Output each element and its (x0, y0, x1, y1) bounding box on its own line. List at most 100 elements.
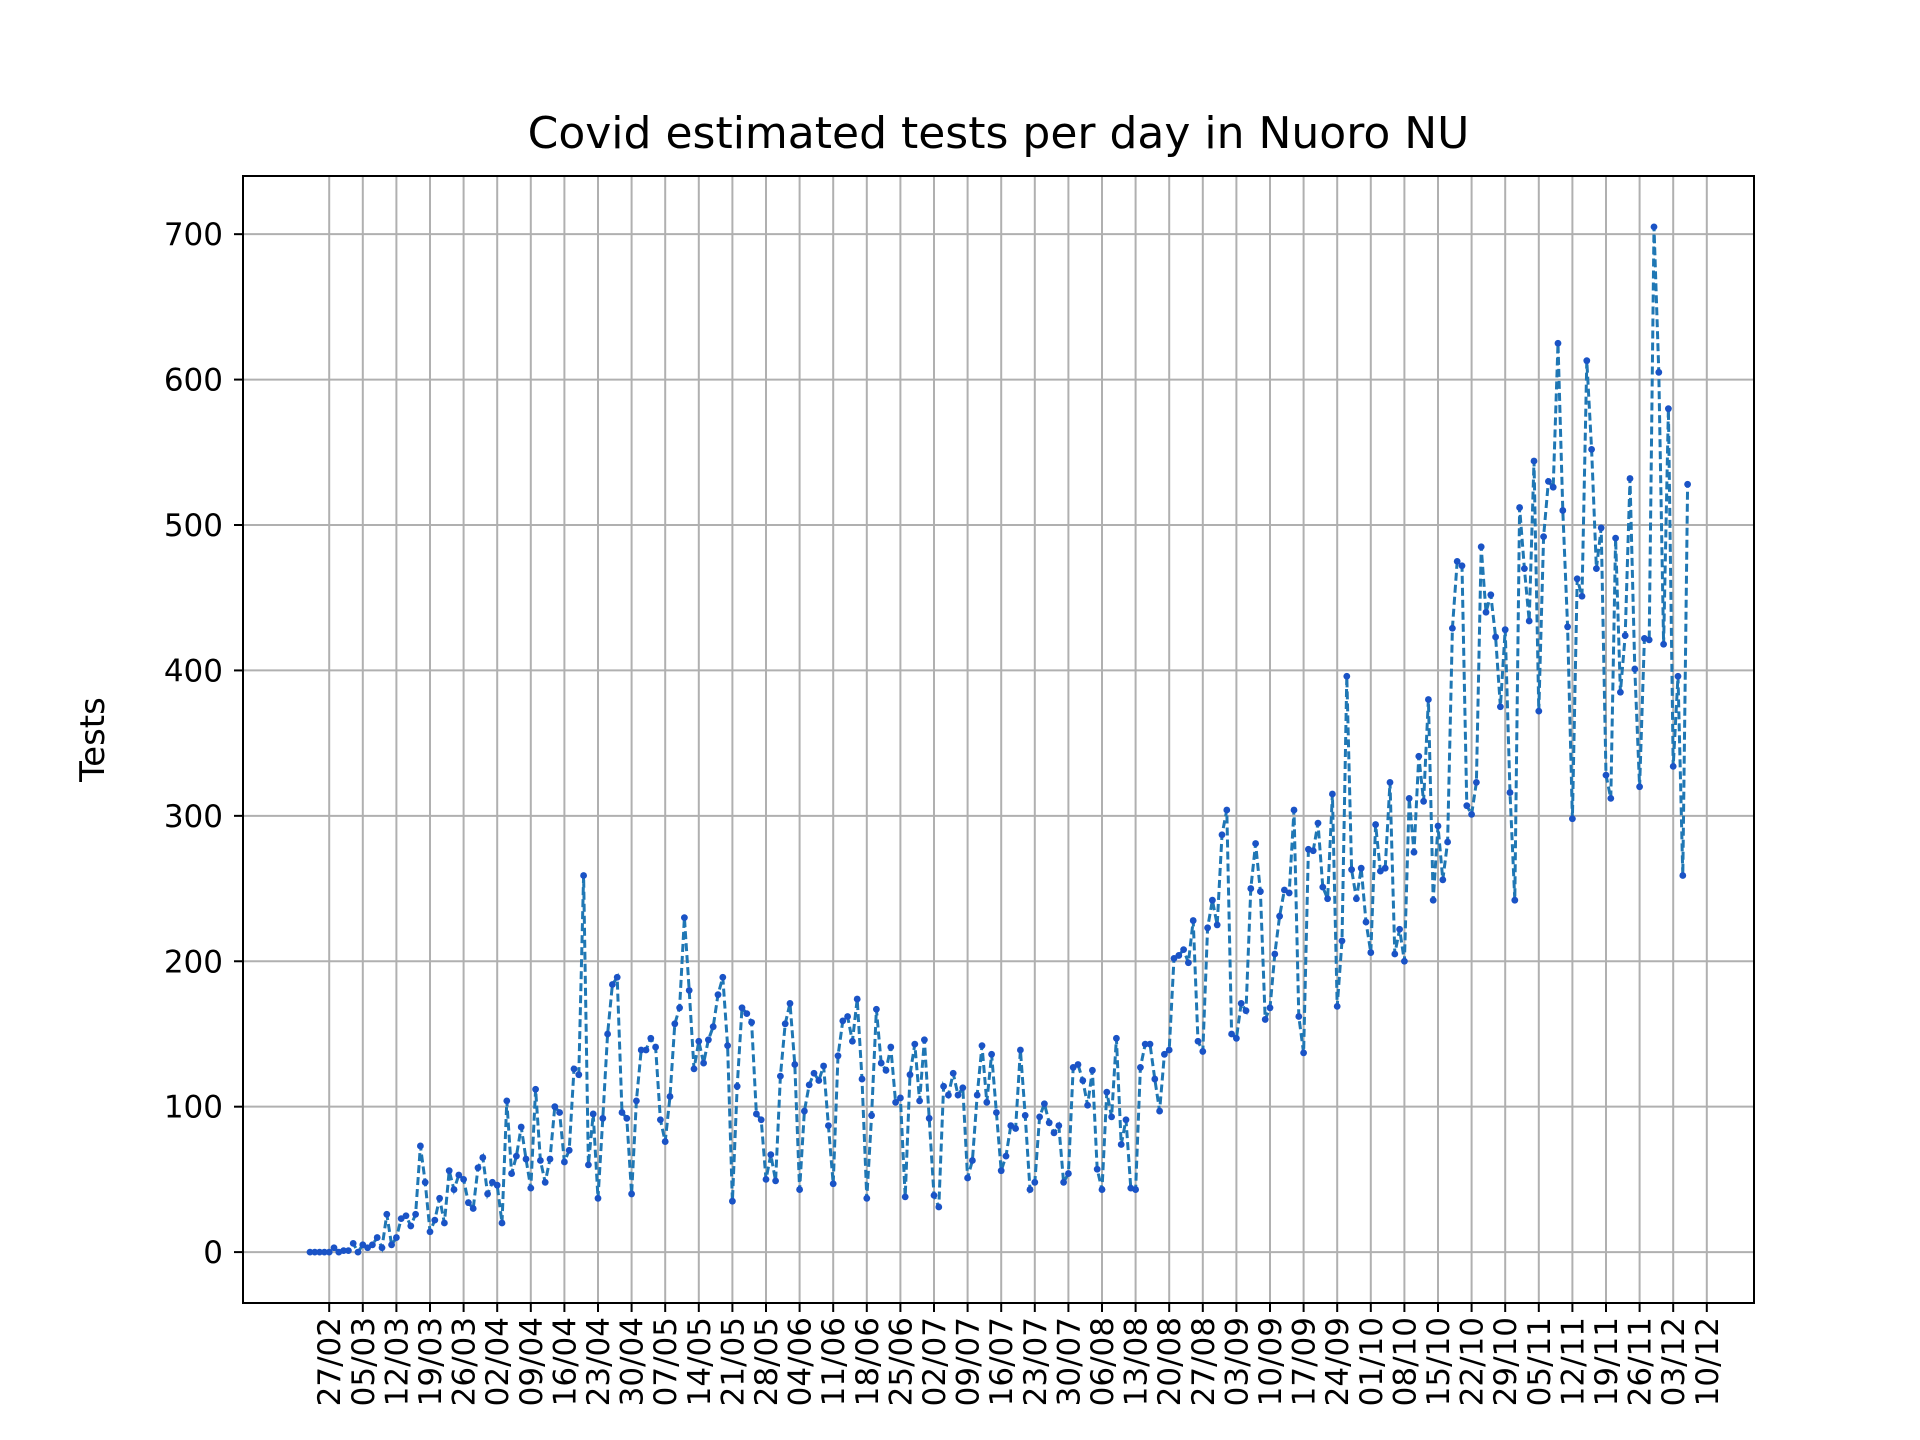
data-point (1314, 819, 1322, 827)
data-point (1189, 917, 1197, 924)
data-point (321, 1248, 328, 1256)
data-point (1578, 592, 1586, 600)
data-point (1583, 357, 1591, 365)
data-point (647, 1034, 655, 1042)
data-point (450, 1186, 458, 1193)
data-point (493, 1181, 501, 1189)
x-tick-label: 23/04 (581, 1317, 617, 1406)
data-point (820, 1062, 827, 1070)
data-point (1156, 1107, 1163, 1115)
data-point (983, 1098, 991, 1106)
data-point (585, 1161, 592, 1169)
data-point (556, 1109, 563, 1116)
data-markers (306, 223, 1691, 1256)
data-point (791, 1061, 799, 1068)
data-point (1252, 840, 1259, 847)
data-point (1569, 815, 1576, 823)
data-point (561, 1158, 568, 1166)
data-point (580, 872, 587, 879)
data-point (959, 1084, 967, 1092)
data-point (1223, 806, 1231, 814)
data-point (1300, 1049, 1307, 1057)
data-point (940, 1082, 947, 1090)
data-point (1674, 672, 1682, 680)
data-point (772, 1177, 779, 1185)
data-point (676, 1004, 683, 1012)
data-point (431, 1216, 439, 1224)
data-point (1146, 1040, 1154, 1048)
data-point (1554, 339, 1562, 347)
y-tick-label: 400 (164, 653, 223, 689)
data-point (743, 1010, 751, 1018)
data-point (594, 1194, 602, 1202)
data-point (1117, 1141, 1125, 1148)
x-tick-label: 12/11 (1555, 1317, 1591, 1406)
data-point (801, 1107, 808, 1115)
data-point (729, 1197, 736, 1205)
x-tick-label: 29/10 (1488, 1317, 1524, 1406)
data-point (1161, 1050, 1168, 1058)
data-point (945, 1091, 952, 1099)
data-point (373, 1234, 381, 1241)
data-point (1597, 524, 1605, 532)
data-point (1065, 1170, 1072, 1177)
x-tick-label: 19/03 (413, 1317, 449, 1406)
data-point (1410, 848, 1418, 856)
data-point (1525, 617, 1533, 625)
data-point (522, 1155, 530, 1163)
x-tick-label: 26/03 (447, 1317, 483, 1406)
data-point (901, 1193, 909, 1201)
x-tick-label: 18/06 (850, 1317, 886, 1406)
data-point (1617, 688, 1624, 696)
data-point (1036, 1113, 1043, 1121)
data-point (330, 1244, 338, 1252)
data-point (1386, 778, 1394, 786)
data-point (906, 1071, 914, 1079)
data-point (1473, 778, 1480, 786)
x-tick-label: 09/07 (951, 1317, 987, 1406)
y-tick-label: 100 (164, 1090, 223, 1126)
x-tick-label: 30/04 (615, 1317, 651, 1406)
data-point (1324, 895, 1331, 903)
data-point (527, 1184, 535, 1192)
data-point (1559, 507, 1567, 514)
data-point (757, 1116, 765, 1124)
data-point (1487, 591, 1495, 599)
data-point (479, 1154, 487, 1161)
data-point (623, 1114, 631, 1122)
data-point (753, 1110, 760, 1118)
data-point (681, 914, 688, 922)
data-point (1655, 368, 1663, 376)
data-point (1540, 533, 1547, 541)
data-point (1545, 477, 1552, 485)
data-point (695, 1037, 703, 1045)
data-point (657, 1116, 664, 1124)
data-point (412, 1210, 419, 1218)
x-tick-label: 27/02 (312, 1317, 348, 1406)
x-tick-label: 28/05 (749, 1317, 785, 1406)
data-point (661, 1138, 669, 1145)
data-point (892, 1098, 899, 1106)
data-point (853, 995, 861, 1003)
data-point (1444, 838, 1451, 846)
data-point (1684, 480, 1691, 488)
data-point (517, 1123, 525, 1131)
x-tick-label: 12/03 (379, 1317, 415, 1406)
data-point (1276, 912, 1283, 920)
data-point (426, 1228, 434, 1236)
data-point (407, 1222, 415, 1230)
data-point (441, 1219, 448, 1227)
data-point (1041, 1100, 1048, 1108)
data-point (340, 1247, 347, 1255)
data-point (911, 1040, 919, 1048)
data-point (1381, 864, 1389, 872)
data-point (719, 973, 727, 981)
data-point (354, 1248, 362, 1256)
data-point (474, 1164, 482, 1172)
data-point (1132, 1186, 1139, 1193)
data-point (513, 1152, 520, 1160)
data-point (897, 1094, 904, 1102)
data-point (1477, 543, 1485, 551)
x-tick-label: 09/04 (514, 1317, 550, 1406)
data-point (1098, 1186, 1106, 1193)
